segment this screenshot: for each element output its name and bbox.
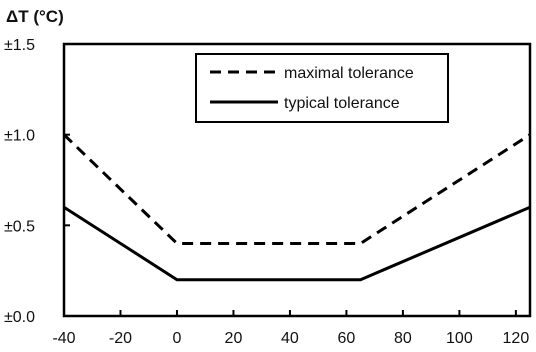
legend-label: maximal tolerance xyxy=(284,65,414,82)
y-tick-label: ±0.5 xyxy=(4,218,35,235)
x-tick-label: 100 xyxy=(446,330,473,347)
x-tick-label: -40 xyxy=(52,330,75,347)
plot-frame xyxy=(62,42,532,318)
y-axis: ±0.0 ±0.5 ±1.0 ±1.5 xyxy=(4,37,70,326)
legend-box xyxy=(195,53,449,123)
y-tick-label: ±1.0 xyxy=(4,128,35,145)
x-tick-label: -20 xyxy=(109,330,132,347)
x-tick-label: 20 xyxy=(225,330,243,347)
x-tick-label: 40 xyxy=(281,330,299,347)
maximal-tolerance-line xyxy=(62,133,531,245)
y-axis-title: ΔT (°C) xyxy=(6,7,64,26)
typical-tolerance-line xyxy=(63,205,531,282)
x-tick-label: 120 xyxy=(503,330,530,347)
y-tick-label: ±1.5 xyxy=(4,37,35,54)
legend: maximal tolerance typical tolerance xyxy=(195,53,449,123)
x-tick-label: 0 xyxy=(173,330,182,347)
x-tick-label: 80 xyxy=(394,330,412,347)
legend-label: typical tolerance xyxy=(284,95,400,112)
x-axis: -40 -20 0 20 40 60 80 100 120 xyxy=(52,310,529,347)
y-tick-label: ±0.0 xyxy=(4,309,35,326)
x-tick-label: 60 xyxy=(338,330,356,347)
series-layer xyxy=(62,133,531,282)
